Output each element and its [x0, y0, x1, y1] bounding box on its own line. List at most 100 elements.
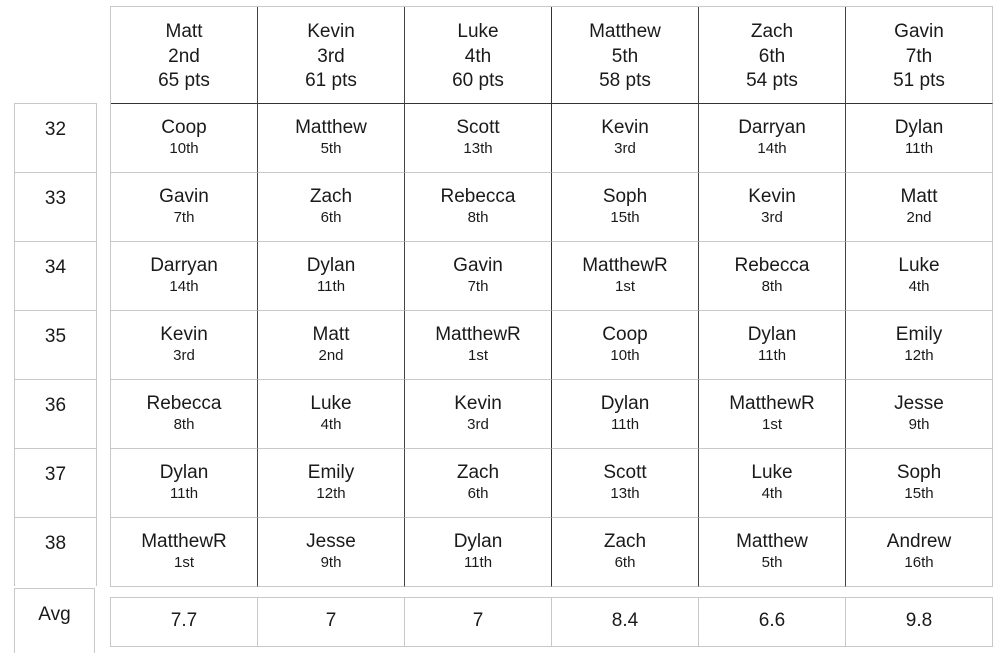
pick-name: Scott	[456, 117, 500, 138]
pick-name: MatthewR	[582, 255, 668, 276]
pick-name: Zach	[603, 531, 647, 552]
round-label: 34	[15, 241, 96, 310]
pick-cell: Gavin 7th	[111, 173, 258, 242]
pick-name: Luke	[310, 393, 352, 414]
pick-name: Gavin	[453, 255, 503, 276]
pick-cell: Matt 2nd	[258, 311, 405, 380]
pick-cell: Matt 2nd	[846, 173, 993, 242]
pick-cell: Scott 13th	[405, 104, 552, 173]
pick-cell: Darryan 14th	[699, 104, 846, 173]
pick-name: Dylan	[894, 117, 944, 138]
pick-rank: 4th	[320, 416, 342, 433]
pick-rank: 5th	[320, 140, 342, 157]
pick-cell: Dylan 11th	[405, 518, 552, 587]
pick-cell: Rebecca 8th	[111, 380, 258, 449]
player-points: 65 pts	[158, 70, 210, 91]
pick-cell: MatthewR 1st	[699, 380, 846, 449]
pick-rank: 15th	[904, 485, 934, 502]
pick-cell: Kevin 3rd	[405, 380, 552, 449]
player-header: Luke 4th 60 pts	[405, 7, 552, 104]
pick-rank: 2nd	[318, 347, 344, 364]
pick-cell: Scott 13th	[552, 449, 699, 518]
pick-cell: MatthewR 1st	[552, 242, 699, 311]
player-name: Matthew	[589, 21, 661, 42]
pick-cell: Gavin 7th	[405, 242, 552, 311]
pick-name: Darryan	[738, 117, 806, 138]
pick-cell: Rebecca 8th	[405, 173, 552, 242]
round-label: 36	[15, 379, 96, 448]
pick-cell: Kevin 3rd	[111, 311, 258, 380]
pick-rank: 8th	[173, 416, 195, 433]
pick-name: MatthewR	[141, 531, 227, 552]
avg-value: 7.7	[111, 598, 258, 647]
avg-value: 9.8	[846, 598, 993, 647]
pick-cell: Soph 15th	[846, 449, 993, 518]
player-header: Zach 6th 54 pts	[699, 7, 846, 104]
pick-cell: Zach 6th	[552, 518, 699, 587]
pick-rank: 7th	[173, 209, 195, 226]
pick-rank: 11th	[169, 485, 199, 502]
player-header: Matthew 5th 58 pts	[552, 7, 699, 104]
pick-name: Kevin	[454, 393, 502, 414]
player-points: 58 pts	[599, 70, 651, 91]
player-header: Matt 2nd 65 pts	[111, 7, 258, 104]
pick-rank: 13th	[463, 140, 493, 157]
pick-name: Coop	[161, 117, 207, 138]
player-name: Kevin	[307, 21, 355, 42]
pick-rank: 1st	[761, 416, 782, 433]
player-points: 51 pts	[893, 70, 945, 91]
pick-name: Jesse	[894, 393, 944, 414]
pick-rank: 11th	[316, 278, 346, 295]
pick-name: Soph	[602, 186, 648, 207]
pick-cell: Rebecca 8th	[699, 242, 846, 311]
pick-name: Matthew	[736, 531, 808, 552]
pick-name: Emily	[895, 324, 943, 345]
pick-rank: 8th	[467, 209, 489, 226]
pick-name: MatthewR	[435, 324, 521, 345]
pick-rank: 11th	[610, 416, 640, 433]
pick-cell: Andrew 16th	[846, 518, 993, 587]
pick-rank: 6th	[467, 485, 489, 502]
player-name: Luke	[457, 21, 499, 42]
pick-rank: 11th	[904, 140, 934, 157]
pick-rank: 2nd	[906, 209, 932, 226]
pick-rank: 7th	[467, 278, 489, 295]
pick-cell: Luke 4th	[699, 449, 846, 518]
round-label: 38	[15, 517, 96, 586]
player-place: 7th	[905, 45, 933, 67]
player-name: Matt	[165, 21, 203, 42]
pick-cell: Matthew 5th	[699, 518, 846, 587]
picks-grid: Matt 2nd 65 pts Kevin 3rd 61 pts Luke 4t…	[110, 6, 993, 587]
avg-value: 6.6	[699, 598, 846, 647]
pick-name: Rebecca	[734, 255, 810, 276]
pick-rank: 10th	[169, 140, 199, 157]
avg-value: 7	[405, 598, 552, 647]
pick-name: Dylan	[453, 531, 503, 552]
pick-name: Luke	[751, 462, 793, 483]
pick-rank: 8th	[761, 278, 783, 295]
pick-rank: 4th	[761, 485, 783, 502]
pick-rank: 14th	[169, 278, 199, 295]
pick-name: Luke	[898, 255, 940, 276]
pick-rank: 3rd	[467, 416, 489, 433]
round-label: 33	[15, 172, 96, 241]
pick-cell: Emily 12th	[258, 449, 405, 518]
pick-cell: Emily 12th	[846, 311, 993, 380]
pick-name: Gavin	[159, 186, 209, 207]
pick-cell: Dylan 11th	[111, 449, 258, 518]
round-label: 32	[15, 103, 96, 172]
player-points: 54 pts	[746, 70, 798, 91]
pick-name: MatthewR	[729, 393, 815, 414]
pick-cell: Dylan 11th	[699, 311, 846, 380]
pick-name: Soph	[896, 462, 942, 483]
pick-cell: Jesse 9th	[846, 380, 993, 449]
pick-name: Jesse	[306, 531, 356, 552]
pick-name: Matthew	[295, 117, 367, 138]
player-place: 6th	[758, 45, 786, 67]
player-place: 5th	[611, 45, 639, 67]
pick-rank: 4th	[908, 278, 930, 295]
pick-rank: 10th	[610, 347, 640, 364]
pick-name: Emily	[307, 462, 355, 483]
pick-name: Zach	[309, 186, 353, 207]
player-place: 4th	[464, 45, 492, 67]
